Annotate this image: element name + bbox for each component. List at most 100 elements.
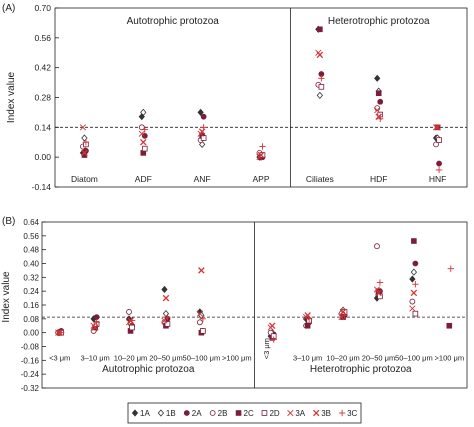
data-point-b <box>93 319 100 326</box>
data-point-b <box>91 324 99 331</box>
data-point-b <box>447 265 454 272</box>
legend-entry: 2D <box>269 409 279 418</box>
y-tick-label-b: 0.16 <box>23 301 39 310</box>
group-label-b: Heterotrophic protozoa <box>310 364 412 375</box>
data-point-b <box>374 243 380 250</box>
data-point-a <box>140 138 147 146</box>
legend-box <box>127 402 362 424</box>
legend-marker <box>157 409 165 417</box>
data-point-a <box>374 74 381 82</box>
y-tick-label-b: -0.32 <box>21 384 40 393</box>
data-point-a <box>375 90 382 97</box>
data-point-a <box>79 124 87 131</box>
legend-marker <box>261 410 268 416</box>
y-tick-label-b: -0.16 <box>21 356 40 365</box>
x-tick-label-b: 10–20 μm <box>114 354 148 363</box>
data-point-a <box>434 124 441 131</box>
x-tick-label-b: >100 μm <box>222 354 252 363</box>
data-point-b <box>305 315 313 323</box>
legend-marker <box>131 409 139 417</box>
data-point-b <box>411 238 417 244</box>
data-point-a <box>436 137 442 143</box>
data-point-a <box>318 75 325 82</box>
data-point-b <box>129 324 135 331</box>
data-point-a <box>374 107 381 114</box>
data-point-a <box>316 51 324 59</box>
y-tick-label-a: 0.70 <box>34 3 51 13</box>
data-point-b <box>304 322 311 329</box>
data-point-b <box>341 312 348 319</box>
x-tick-label-a: Ciliates <box>306 174 334 184</box>
legend-entry: 3C <box>347 409 357 418</box>
legend-marker <box>183 410 190 416</box>
data-point-b <box>199 315 207 323</box>
legend-entry: 3B <box>321 409 331 418</box>
data-point-b <box>409 275 416 283</box>
y-tick-label-b: 0.00 <box>23 329 39 338</box>
x-tick-label-b: <3 μm <box>262 338 271 359</box>
data-point-a <box>432 124 440 131</box>
data-point-a <box>200 124 207 131</box>
legend-marker <box>312 409 320 417</box>
data-point-b <box>198 267 205 274</box>
y-axis-label-b: Index value <box>1 271 12 323</box>
data-point-b <box>375 289 382 297</box>
data-point-b <box>164 313 171 321</box>
data-point-b <box>446 322 453 329</box>
data-point-b <box>200 328 206 334</box>
data-point-b <box>410 268 418 276</box>
data-point-a <box>318 84 325 90</box>
legend-marker <box>235 410 242 416</box>
legend-entry: 1A <box>140 409 150 418</box>
y-tick-label-b: 0.56 <box>23 232 39 241</box>
data-point-b <box>410 289 418 297</box>
x-tick-label-b: 3–10 μm <box>293 354 322 363</box>
data-point-a <box>317 26 323 33</box>
group-label-b: Autotrophic protozoa <box>102 364 195 375</box>
data-point-b <box>196 310 203 317</box>
data-point-a <box>377 98 384 105</box>
data-point-a <box>138 130 145 137</box>
x-tick-label-b: 20–50 μm <box>149 354 183 363</box>
x-tick-label-b: >100 μm <box>435 354 465 363</box>
data-point-a <box>81 149 88 157</box>
data-point-b <box>128 317 136 324</box>
data-point-b <box>409 305 416 312</box>
data-point-b <box>58 329 65 336</box>
data-point-a <box>436 160 442 167</box>
data-point-a <box>377 115 384 123</box>
data-point-a <box>435 166 443 174</box>
y-tick-label-b: -0.08 <box>21 343 40 352</box>
data-point-a <box>82 139 90 146</box>
y-tick-label-b: 0.32 <box>23 273 39 282</box>
data-point-a <box>433 141 439 148</box>
data-point-b <box>376 279 384 286</box>
y-tick-label-b: 0.40 <box>23 260 39 269</box>
data-point-a <box>197 108 204 117</box>
x-tick-label-a: HDF <box>370 174 387 184</box>
data-point-b <box>412 310 419 317</box>
y-tick-label-a: 0.56 <box>34 33 51 43</box>
y-tick-label-a: 0.42 <box>34 63 51 73</box>
legend-marker <box>209 410 216 416</box>
legend-marker <box>287 409 294 417</box>
data-point-a <box>81 134 88 142</box>
data-point-a <box>259 143 266 150</box>
data-point-b <box>126 309 132 315</box>
data-point-b <box>412 260 419 267</box>
group-label-a: Heterotrophic protozoa <box>328 16 430 27</box>
legend-marker <box>338 409 346 417</box>
x-tick-label-b: 50–100 μm <box>395 354 433 363</box>
data-point-a <box>316 91 323 99</box>
y-tick-label-b: -0.24 <box>21 370 40 379</box>
y-tick-label-a: 0.00 <box>34 152 51 162</box>
data-point-b <box>270 336 277 343</box>
y-tick-label-b: 0.08 <box>23 315 39 324</box>
data-point-b <box>93 314 100 321</box>
data-point-b <box>268 322 276 330</box>
data-point-a <box>200 135 207 141</box>
data-point-b <box>196 319 203 326</box>
x-tick-label-a: Diatom <box>71 174 98 184</box>
x-tick-label-a: HNF <box>429 174 446 184</box>
